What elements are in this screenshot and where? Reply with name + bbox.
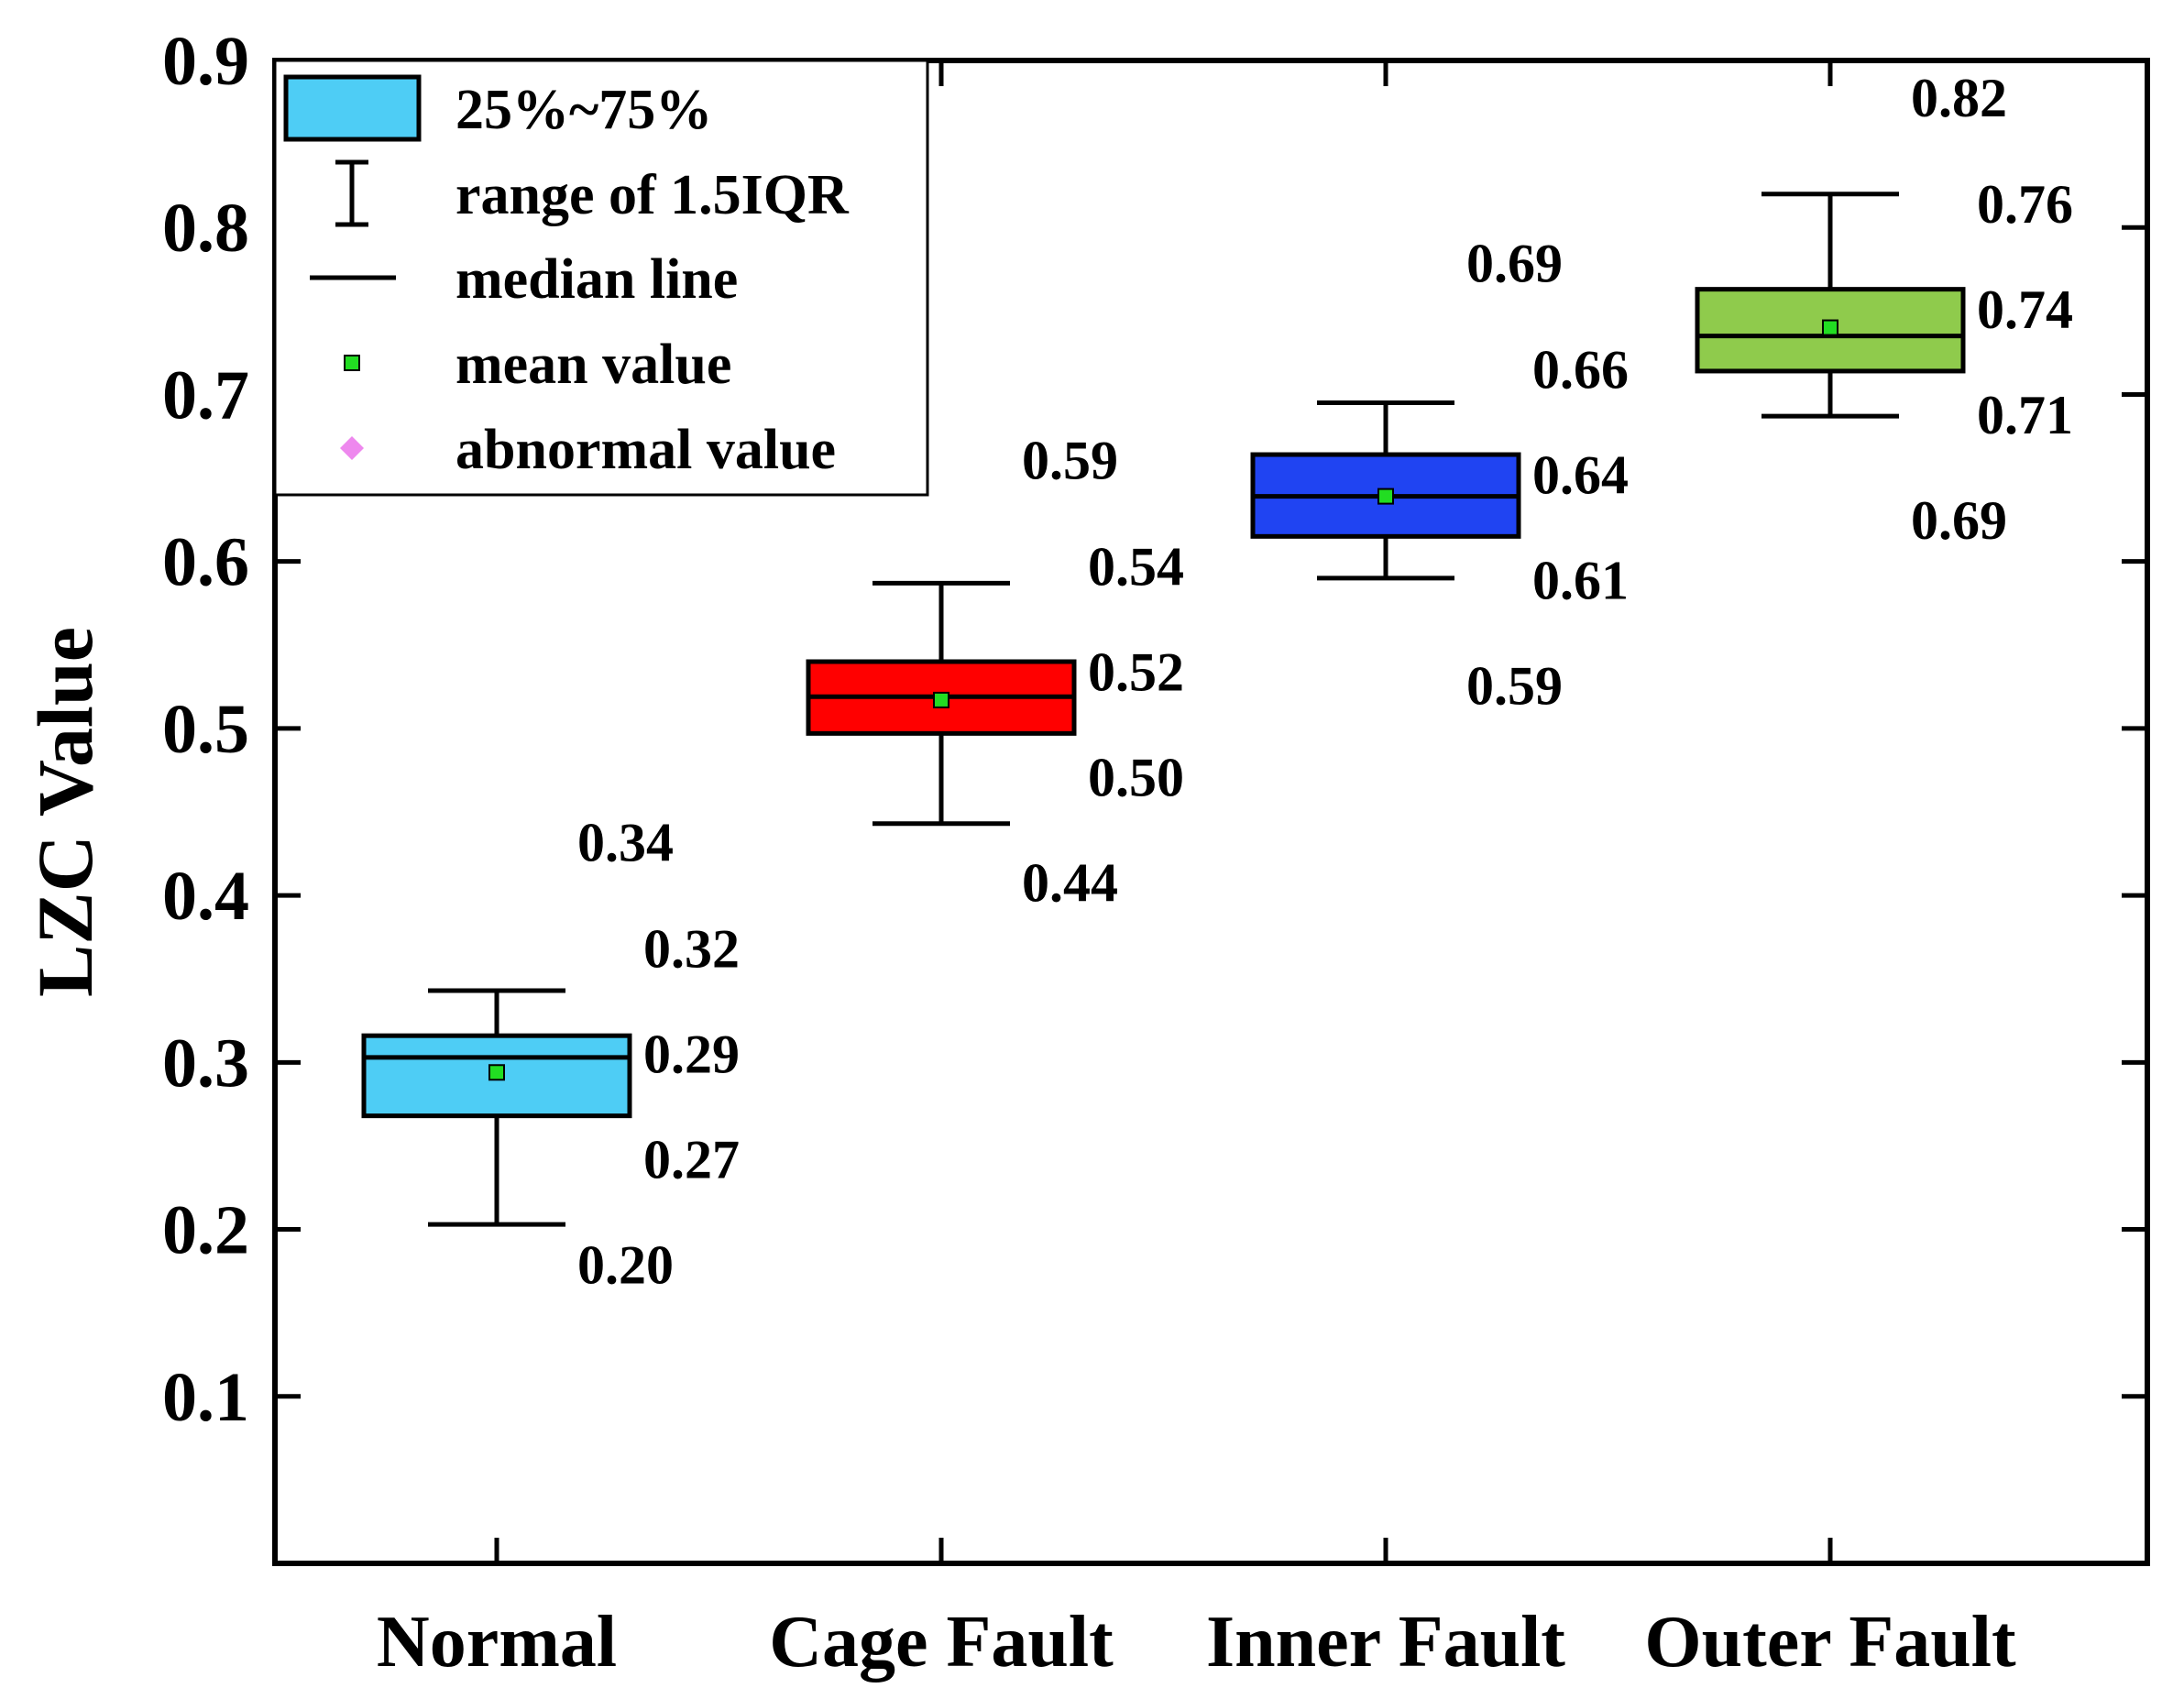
value-label-q1: 0.71 [1977,385,2073,445]
y-tick-label: 0.9 [162,23,249,100]
value-label-low: 0.44 [1022,852,1118,913]
legend-box-swatch [283,74,422,142]
value-label-median: 0.29 [643,1025,740,1085]
category-label: Inner Fault [1206,1602,1565,1683]
value-label-high: 0.34 [577,813,674,873]
y-tick-label: 0.2 [162,1192,249,1269]
legend-label-box: 25%~75% [455,79,712,141]
value-label-high: 0.69 [1466,233,1563,293]
legend-label-median: median line [455,248,738,311]
boxes-layer: 0.34 0.32 0.29 0.27 0.20 0.59 0.54 0.52 0.50 0.44… [361,68,2073,1296]
value-label-q1: 0.50 [1088,747,1184,807]
value-label-low: 0.69 [1911,490,2007,551]
legend: 25%~75% range of 1.5IQR median line mean va… [273,59,929,497]
category-label: Outer Fault [1644,1602,2016,1683]
y-tick-label: 0.4 [162,858,249,935]
y-tick-label: 0.6 [162,524,249,601]
y-tick-label: 0.8 [162,190,249,267]
value-label-q3: 0.66 [1532,339,1629,400]
value-label-high: 0.59 [1022,430,1118,490]
value-label-q3: 0.76 [1977,174,2073,235]
box-group: 0.59 0.54 0.52 0.50 0.44 [806,430,1184,913]
legend-label-mean: mean value [455,334,731,396]
y-axis-title: LZC Value [21,627,109,997]
mean-marker [933,691,949,708]
box-group: 0.82 0.76 0.74 0.71 0.69 [1695,68,2073,551]
value-label-q1: 0.27 [643,1130,740,1190]
value-label-q1: 0.61 [1532,550,1629,610]
legend-mean-swatch [344,355,360,371]
y-tick-label: 0.3 [162,1025,249,1102]
value-label-high: 0.82 [1911,68,2007,128]
value-label-low: 0.59 [1466,655,1563,716]
y-tick-label: 0.7 [162,356,249,433]
y-tick-label: 0.5 [162,691,249,768]
y-tick-label: 0.1 [162,1359,249,1436]
legend-items: 25%~75% range of 1.5IQR median line mean va… [283,74,850,481]
value-label-median: 0.74 [1977,280,2073,340]
mean-marker [1822,319,1838,336]
legend-label-whisker: range of 1.5IQR [455,164,850,226]
legend-label-abnormal: abnormal value [455,419,836,481]
legend-abnormal-swatch [340,436,364,460]
plot-frame [272,58,2150,1566]
value-label-q3: 0.54 [1088,536,1184,597]
value-label-q3: 0.32 [643,919,740,980]
category-label: Normal [377,1602,617,1683]
mean-marker [1377,488,1394,505]
value-label-low: 0.20 [577,1235,674,1296]
labels-layer: 0.1 0.2 0.3 0.4 0.5 0.6 0.7 0.8 0.9 Normal Cage Fa… [162,23,2016,1683]
box-group: 0.69 0.66 0.64 0.61 0.59 [1250,233,1629,716]
value-label-median: 0.64 [1532,444,1629,505]
mean-marker [488,1064,505,1081]
value-label-median: 0.52 [1088,641,1184,702]
box-group: 0.34 0.32 0.29 0.27 0.20 [361,813,740,1296]
category-label: Cage Fault [769,1602,1114,1683]
